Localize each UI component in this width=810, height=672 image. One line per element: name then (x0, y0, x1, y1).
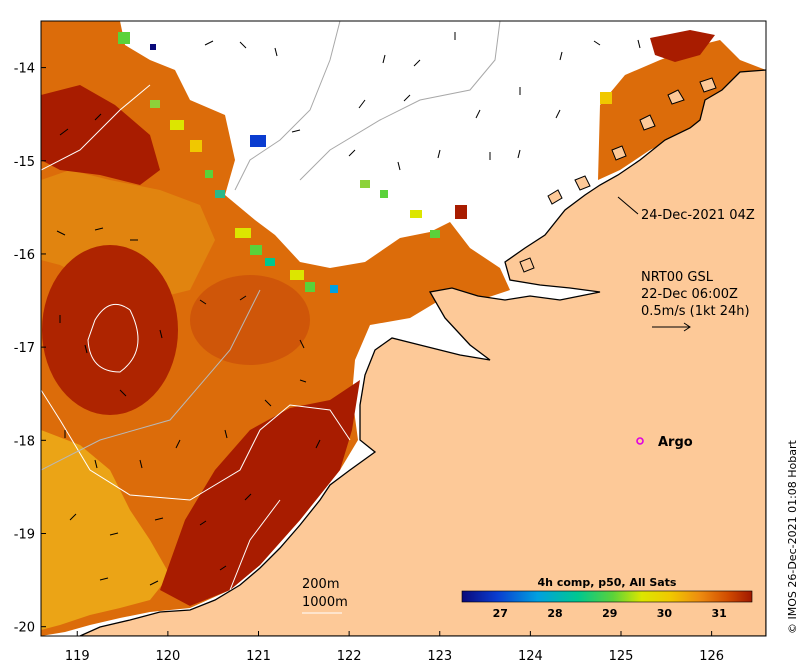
colorbar-tick-label: 30 (657, 607, 673, 620)
argo-marker (636, 437, 644, 445)
sst-warm-eddy (42, 245, 178, 415)
land-mass (79, 69, 766, 636)
x-tick-label: 123 (427, 649, 452, 664)
depth-1000-label: 1000m (302, 595, 348, 610)
sst-warm-coastal (160, 380, 360, 606)
x-tick-label: 121 (246, 649, 271, 664)
scale-arrow (652, 322, 691, 332)
map-frame (40, 20, 767, 637)
x-tick-label: 122 (337, 649, 362, 664)
sst-ne-strip-warm (650, 30, 715, 62)
sst-ne-strip (598, 40, 766, 180)
current-source: NRT00 GSL (641, 270, 714, 285)
colorbar-tick-label: 27 (493, 607, 508, 620)
colorbar-tick-label: 29 (602, 607, 617, 620)
sst-warm-nw (41, 85, 160, 185)
colorbar-title: 4h comp, p50, All Sats (538, 576, 677, 589)
colorbar-tick-label: 28 (547, 607, 562, 620)
current-scale: 0.5m/s (1kt 24h) (641, 304, 750, 319)
current-time: 22-Dec 06:00Z (641, 287, 738, 302)
x-tick-label: 120 (155, 649, 180, 664)
credit-text: © IMOS 26-Dec-2021 01:08 Hobart (786, 440, 799, 634)
y-tick-label: -14 (14, 62, 35, 77)
depth-200-label: 200m (302, 577, 339, 592)
y-tick-label: -19 (14, 528, 35, 543)
y-tick-label: -15 (14, 155, 35, 170)
current-vectors (56, 32, 641, 586)
sst-ne-yellow (600, 92, 612, 104)
y-axis: -14 -15 -16 -17 -18 -19 -20 (14, 62, 46, 636)
sst-cool-band (41, 430, 170, 630)
colorbar-ticks: 27 28 29 30 31 (493, 607, 727, 620)
y-tick-label: -16 (14, 248, 35, 263)
depth-contours (41, 21, 501, 591)
x-tick-label: 125 (609, 649, 634, 664)
map-area (41, 21, 766, 636)
colorbar-tick-label: 31 (712, 607, 727, 620)
y-tick-label: -18 (14, 434, 35, 449)
y-tick-label: -17 (14, 341, 35, 356)
sst-mid-patch (190, 275, 310, 365)
y-tick-label: -20 (14, 621, 35, 636)
x-axis: 119 120 121 122 123 124 125 126 (65, 631, 724, 664)
x-tick-label: 126 (699, 649, 724, 664)
argo-label: Argo (658, 435, 693, 450)
timestamp-label: 24-Dec-2021 04Z (641, 208, 755, 223)
timestamp-leader (617, 196, 639, 215)
coastal-islands (519, 77, 717, 273)
colorbar (461, 590, 753, 603)
x-tick-label: 124 (518, 649, 543, 664)
x-tick-label: 119 (65, 649, 90, 664)
